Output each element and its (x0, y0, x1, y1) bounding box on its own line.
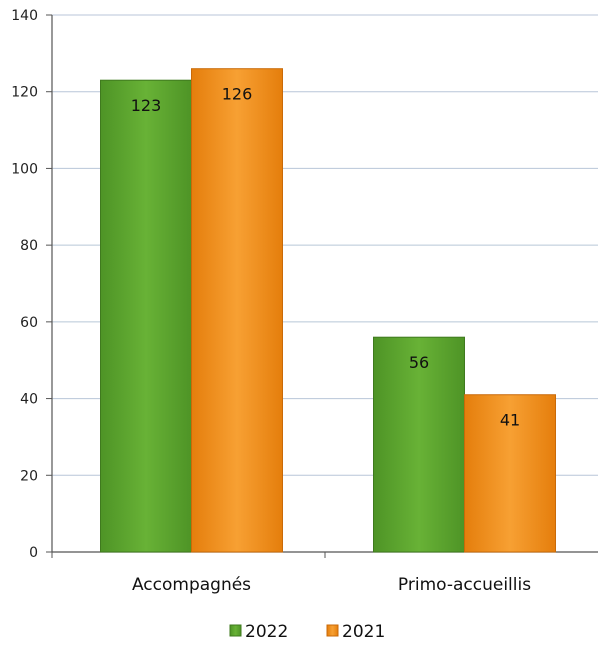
legend-label: 2022 (245, 622, 288, 642)
x-category-label: Primo-accueillis (398, 575, 531, 595)
y-tick-label: 0 (29, 545, 38, 561)
data-label: 123 (131, 96, 162, 115)
bar-2021-Accompagnés (191, 68, 283, 553)
legend: 2022 2021 (229, 622, 385, 642)
data-labels: 123 126 56 41 (131, 85, 520, 430)
data-label: 41 (500, 411, 520, 430)
data-label: 126 (222, 85, 253, 104)
y-tick-label: 140 (11, 8, 38, 24)
legend-swatch-2021 (326, 624, 339, 637)
y-tick-label: 100 (11, 161, 38, 177)
y-tick-label: 120 (11, 85, 38, 101)
bar-2021-Primo-accueillis (464, 394, 556, 553)
bar-2022-Accompagnés (100, 79, 192, 553)
legend-label: 2021 (342, 622, 385, 642)
bars (100, 68, 556, 553)
y-tick-label: 60 (20, 315, 38, 331)
x-category-label: Accompagnés (132, 575, 251, 595)
data-label: 56 (409, 353, 429, 372)
legend-swatch-2022 (229, 624, 242, 637)
y-tick-label: 80 (20, 238, 38, 254)
y-tick-label: 40 (20, 392, 38, 408)
y-tick-label: 20 (20, 468, 38, 484)
